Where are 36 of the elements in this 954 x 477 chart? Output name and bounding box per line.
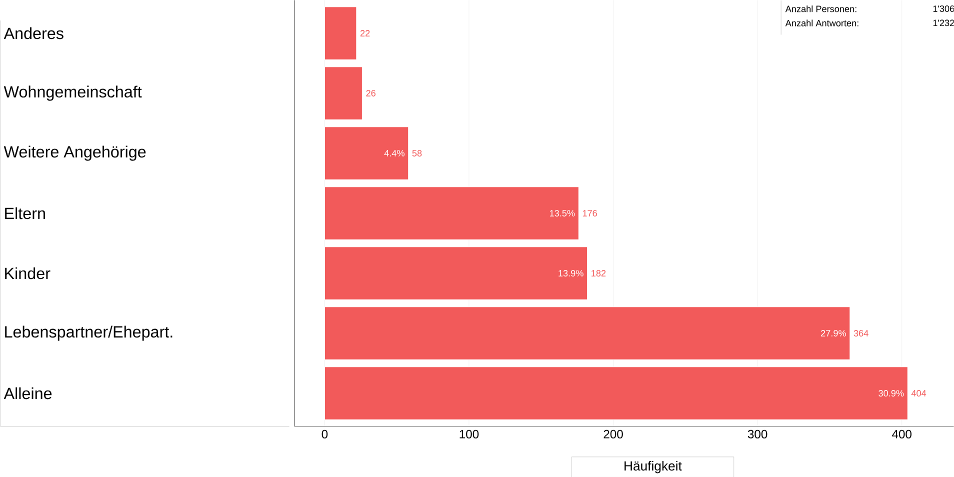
data-label: 176 [582,210,597,216]
bar [324,246,588,300]
bar [324,306,850,360]
x-tick-label: 0 [322,430,328,438]
y-tick-label: Alleine [4,387,52,399]
bar [324,366,908,420]
data-label: 22 [360,30,370,36]
bar [324,66,362,120]
data-label: 58 [412,150,422,156]
annotation: 1'306 [933,5,954,12]
y-tick-label: Lebenspartner/Ehepart. [5,326,172,341]
x-tick-label: 200 [604,430,623,438]
y-tick-label: Wohngemeinschaft [4,85,142,101]
annotation: 1'232 [933,19,954,26]
bar [324,6,357,60]
x-tick-label: 400 [892,430,912,438]
annotation: 27.9% [821,330,846,336]
annotation: 30.9% [878,390,904,396]
bar [324,186,579,240]
y-tick-label: Weitere Angehörige [4,145,146,161]
y-tick-label: Kinder [5,267,50,279]
annotation: 4.4% [384,150,404,156]
data-label: 364 [854,330,868,336]
bar [324,126,409,180]
data-label: 182 [592,270,606,276]
data-label: 26 [366,90,376,96]
annotation: 13.5% [550,210,575,216]
data-label: 404 [911,390,926,396]
annotation: Anzahl Antworten: [785,19,858,26]
annotation: Anzahl Personen: [785,5,856,12]
x-tick-label: 100 [460,430,479,438]
x-axis-title: Häufigkeit [624,460,682,473]
y-tick-label: Eltern [5,207,45,219]
x-tick-label: 300 [748,430,768,438]
annotation: 13.9% [558,270,584,276]
y-tick-label: Anderes [4,27,64,39]
